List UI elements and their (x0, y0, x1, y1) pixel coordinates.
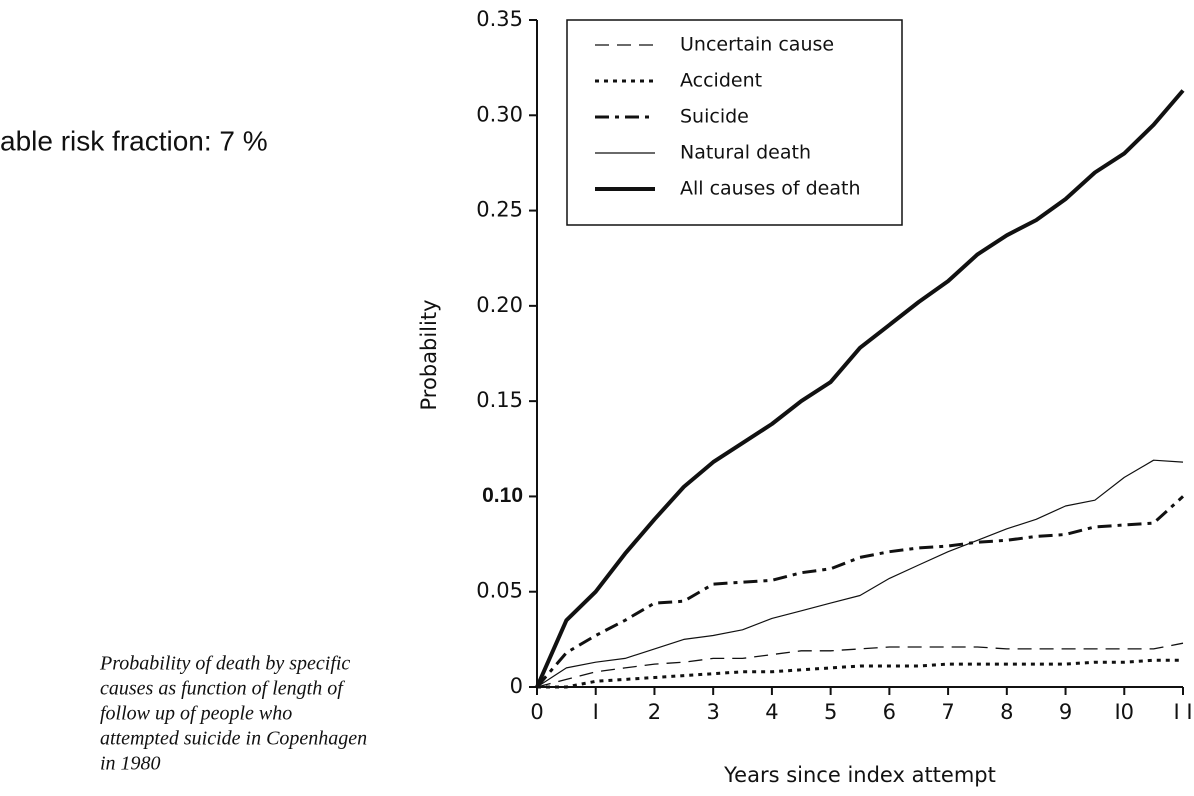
y-tick-label: 0.10 (482, 484, 523, 507)
legend-label: All causes of death (680, 178, 861, 200)
series-line (535, 89, 1185, 688)
y-tick-label: 0.30 (476, 102, 523, 126)
x-tick-label: I0 (1114, 700, 1134, 724)
legend-label: Accident (680, 70, 762, 92)
x-tick-label: 6 (883, 700, 896, 724)
annotation: able risk fraction: 7 % (0, 125, 268, 156)
legend-label: Suicide (680, 106, 749, 128)
y-tick-label: 0 (510, 674, 523, 698)
y-tick-label: 0.25 (476, 198, 523, 222)
series-line (537, 658, 1183, 689)
legend-box (566, 19, 903, 226)
series-line (536, 459, 1184, 688)
y-axis-title: Probability (417, 299, 441, 410)
x-tick-label: I (593, 700, 599, 724)
series-line (535, 495, 1185, 688)
y-tick-label: 0.05 (476, 579, 523, 603)
caption-line: Probability of death by specific (99, 653, 350, 675)
y-tick-label: 0.15 (476, 388, 523, 412)
x-tick-label: 9 (1059, 700, 1072, 724)
y-tick-label: 0.20 (476, 293, 523, 317)
legend-label: Uncertain cause (680, 34, 834, 56)
y-tick-label: 0.35 (476, 7, 523, 31)
series-line (536, 642, 1184, 688)
caption: Probability of death by specific causes a… (99, 653, 367, 775)
caption-line: in 1980 (100, 753, 161, 775)
x-tick-label: 7 (941, 700, 954, 724)
x-tick-label: 3 (706, 700, 719, 724)
x-tick-label: 2 (648, 700, 661, 724)
x-tick-label: I I (1173, 700, 1192, 724)
caption-line: attempted suicide in Copenhagen (100, 728, 367, 750)
x-tick-label: 8 (1000, 700, 1013, 724)
x-axis-title: Years since index attempt (723, 763, 996, 787)
x-tick-label: 5 (824, 700, 837, 724)
x-tick-label: 4 (765, 700, 778, 724)
x-tick-label: 0 (530, 700, 543, 724)
caption-line: follow up of people who (100, 703, 292, 725)
legend-label: Natural death (680, 142, 811, 164)
caption-line: causes as function of length of (100, 678, 345, 700)
